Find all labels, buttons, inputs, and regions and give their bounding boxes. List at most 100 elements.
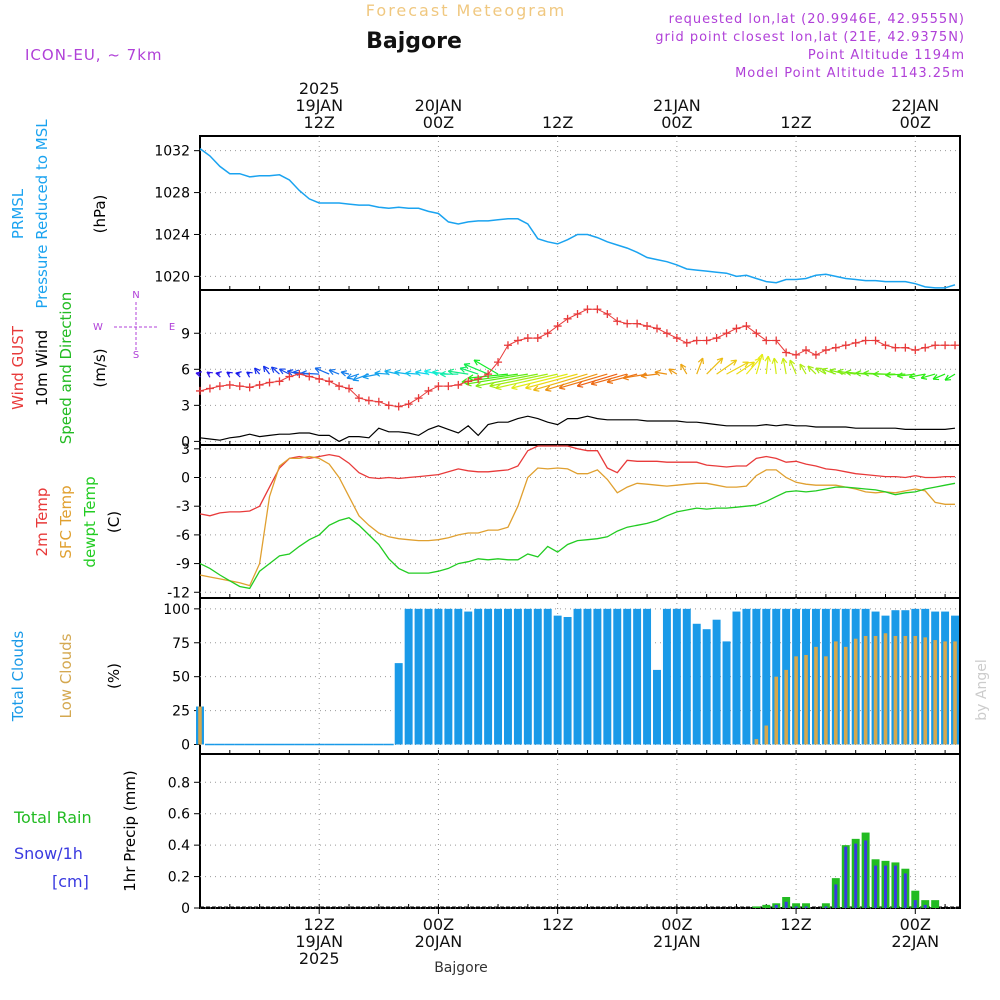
wind-arrow-head (511, 383, 518, 391)
gust-marker (484, 370, 493, 379)
total-cloud-bar (752, 608, 761, 745)
top-time-label: 00Z (900, 113, 931, 132)
gust-marker (861, 336, 870, 345)
gust-marker (494, 358, 503, 367)
bottom-time-label: 12Z (780, 915, 811, 934)
wind-arrow-head (246, 371, 253, 378)
wind-arrow-head (525, 383, 532, 390)
wind-arrow-head (558, 383, 566, 390)
grid-point-coords: grid point closest lon,lat (21E, 42.9375… (655, 30, 965, 45)
low-cloud-bar (764, 725, 769, 745)
wind-arrow-head (764, 355, 771, 362)
wind-arrow-head (235, 371, 242, 378)
wind-direction-arrow (680, 363, 688, 375)
panel-label-cloud: Total Clouds (9, 631, 27, 723)
requested-coords: requested lon,lat (20.9946E, 42.9555N) (669, 12, 965, 27)
wind-arrow-head (432, 369, 439, 376)
wind-arrow-head (226, 371, 233, 378)
snow-bar (834, 884, 838, 908)
gust-marker (643, 322, 652, 331)
compass-rose: N S W E (93, 290, 175, 361)
wind-arrow-head (757, 353, 765, 361)
wind-arrow-head (440, 370, 446, 378)
wind-arrow-head (730, 359, 738, 366)
pressure-line (199, 147, 956, 289)
wind-direction-arrow (780, 357, 788, 375)
gust-marker (821, 346, 830, 355)
wind-direction-arrow (771, 357, 779, 375)
wind-arrow-shaft (799, 363, 807, 375)
panel-label-temp: dewpt Temp (81, 476, 99, 567)
gust-marker (265, 378, 274, 387)
wind-direction-arrow (475, 373, 538, 389)
top-time-label: 2025 (299, 79, 340, 98)
wind-arrow-head (384, 368, 391, 376)
y-tick-label: 3 (181, 398, 190, 414)
wind-direction-arrow (799, 363, 807, 375)
wind-direction-arrow (463, 363, 489, 375)
total-cloud-bar (444, 608, 453, 745)
bottom-time-label: 00Z (900, 915, 931, 934)
point-altitude: Point Altitude 1194m (808, 48, 965, 63)
wind-direction-arrow (270, 366, 280, 375)
snow-bar (774, 904, 778, 908)
wind-arrow-shaft (559, 373, 608, 389)
gust-marker (434, 382, 443, 391)
top-time-label: 00Z (661, 113, 692, 132)
rain-bar (911, 890, 920, 908)
wind-direction-arrow (654, 369, 668, 377)
gust-marker (513, 336, 522, 345)
low-cloud-bar (923, 637, 928, 745)
bottom-time-label: 12Z (304, 915, 335, 934)
precip-ylabel: 1hr Precip (mm) (121, 770, 139, 891)
y-tick-label: 0.2 (168, 870, 190, 886)
low-cloud-bar (824, 656, 828, 745)
wind-direction-arrow (606, 373, 638, 384)
y-tick-label: 1020 (154, 269, 190, 285)
wind-arrow-shaft (301, 372, 320, 375)
total-cloud-bar (533, 608, 542, 745)
wind-direction-arrow (533, 373, 588, 392)
wind-arrow-shaft (782, 357, 787, 375)
wind-direction-arrow (254, 367, 261, 375)
wind-arrow-head (640, 372, 647, 379)
gust-marker (652, 324, 661, 333)
gust-marker (394, 402, 403, 411)
wind-arrow-head (473, 359, 481, 366)
rain-bar (762, 904, 771, 908)
wind-arrow-shaft (640, 373, 658, 377)
low-cloud-bar (198, 706, 202, 745)
wind-direction-arrow (668, 368, 678, 375)
bottom-time-label: 00Z (661, 915, 692, 934)
y-tick-label: 50 (172, 670, 190, 686)
top-time-label: 12Z (780, 113, 811, 132)
snow-bar (903, 873, 907, 908)
low-cloud-bar (814, 646, 818, 745)
total-cloud-bar (682, 608, 691, 745)
wind-arrow-shaft (885, 373, 906, 376)
wind-arrow-head (771, 357, 779, 364)
bottom-time-label: 12Z (542, 915, 573, 934)
total-cloud-bar (712, 619, 721, 745)
wind-direction-arrow (278, 368, 290, 375)
compass-e: E (169, 322, 175, 333)
wind-arrow-shaft (463, 363, 489, 375)
low-cloud-bar (873, 635, 878, 745)
compass-s: S (133, 350, 139, 361)
super-title: Forecast Meteogram (366, 1, 566, 20)
y-tick-label: 100 (163, 602, 190, 618)
wind-direction-arrow (873, 370, 896, 378)
gust-marker (414, 394, 423, 403)
wind-direction-arrow (346, 373, 360, 380)
wind-arrow-shaft (726, 361, 749, 375)
panel-label-cloud: Low Clouds (57, 633, 75, 718)
wind-arrow-head (495, 383, 502, 391)
panel-frame-line (199, 135, 961, 291)
total-cloud-bar (702, 629, 711, 745)
total-cloud-bar (732, 611, 741, 745)
wind-direction-arrow (590, 373, 628, 386)
gust-marker (335, 382, 344, 391)
wind-arrow-head (742, 361, 750, 368)
snow-bar (784, 901, 788, 908)
rain-bar (792, 903, 801, 908)
